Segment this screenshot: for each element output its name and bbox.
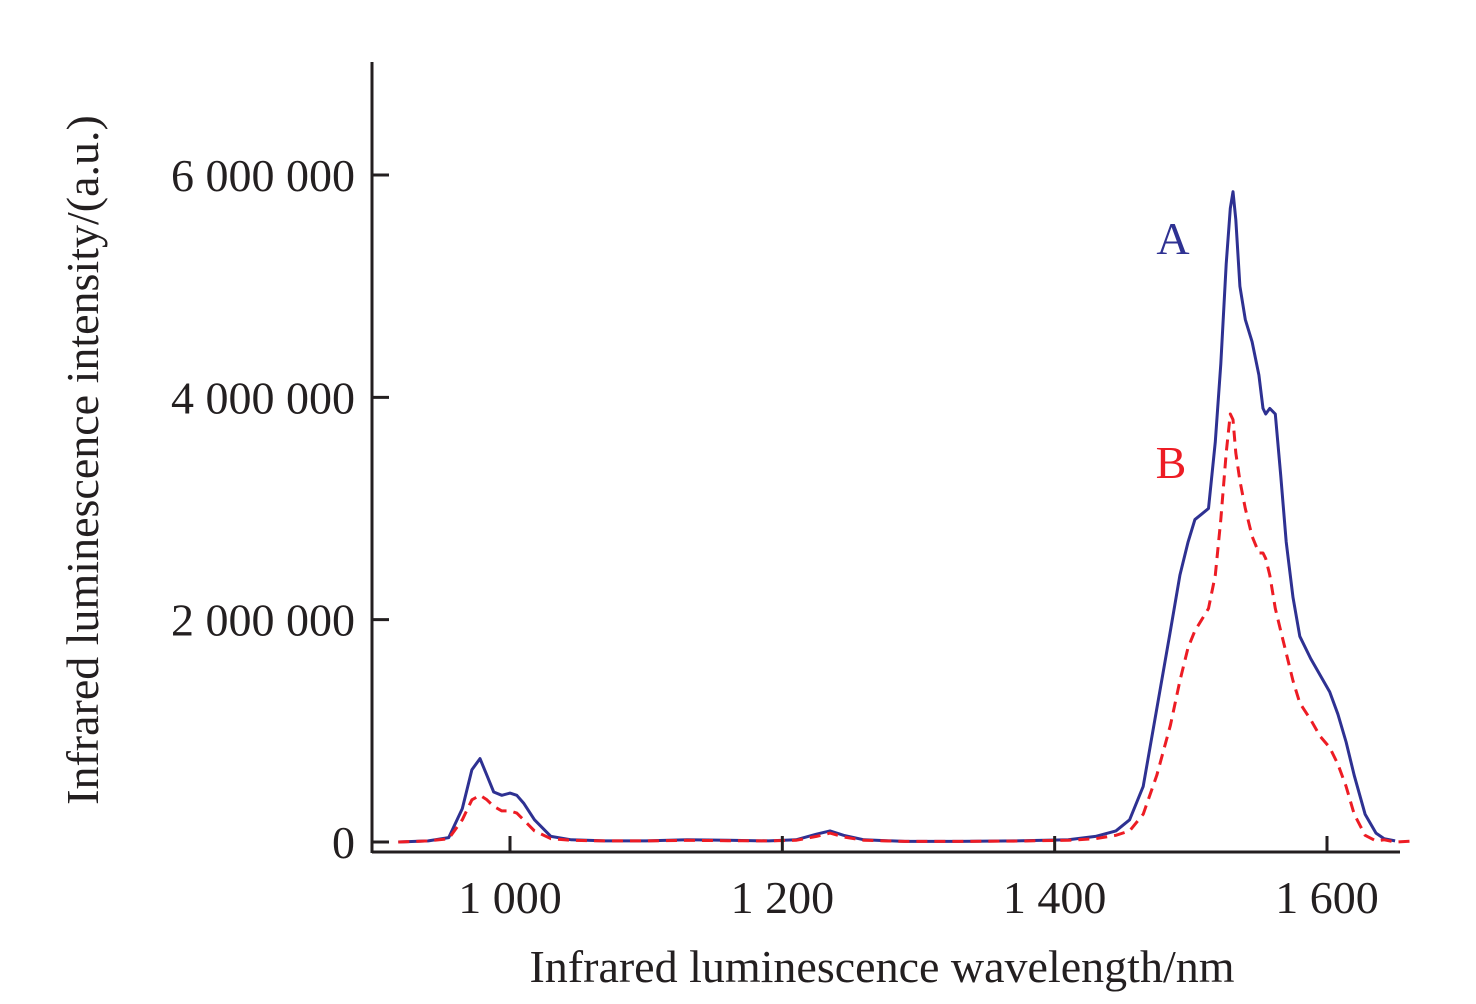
plot-series-group bbox=[398, 190, 1416, 844]
series-label-a: A bbox=[1156, 213, 1189, 264]
x-axis-title: Infrared luminescence wavelength/nm bbox=[529, 941, 1234, 992]
y-axis-title: Infrared luminescence intensity/(a.u.) bbox=[57, 115, 108, 805]
x-ticks: 1 000 1 200 1 400 1 600 bbox=[458, 836, 1379, 923]
y-tick-label: 0 bbox=[332, 817, 355, 868]
y-tick-label: 4 000 000 bbox=[171, 372, 355, 423]
series-line-b bbox=[398, 412, 1416, 844]
x-tick-label: 1 200 bbox=[731, 872, 835, 923]
x-tick-label: 1 400 bbox=[1003, 872, 1107, 923]
y-ticks: 0 2 000 000 4 000 000 6 000 000 bbox=[171, 150, 389, 868]
series-label-b: B bbox=[1156, 437, 1187, 488]
y-tick-label: 2 000 000 bbox=[171, 595, 355, 646]
y-tick-label: 6 000 000 bbox=[171, 150, 355, 201]
x-tick-label: 1 600 bbox=[1275, 872, 1379, 923]
series-line-a bbox=[398, 190, 1396, 844]
x-tick-label: 1 000 bbox=[458, 872, 562, 923]
